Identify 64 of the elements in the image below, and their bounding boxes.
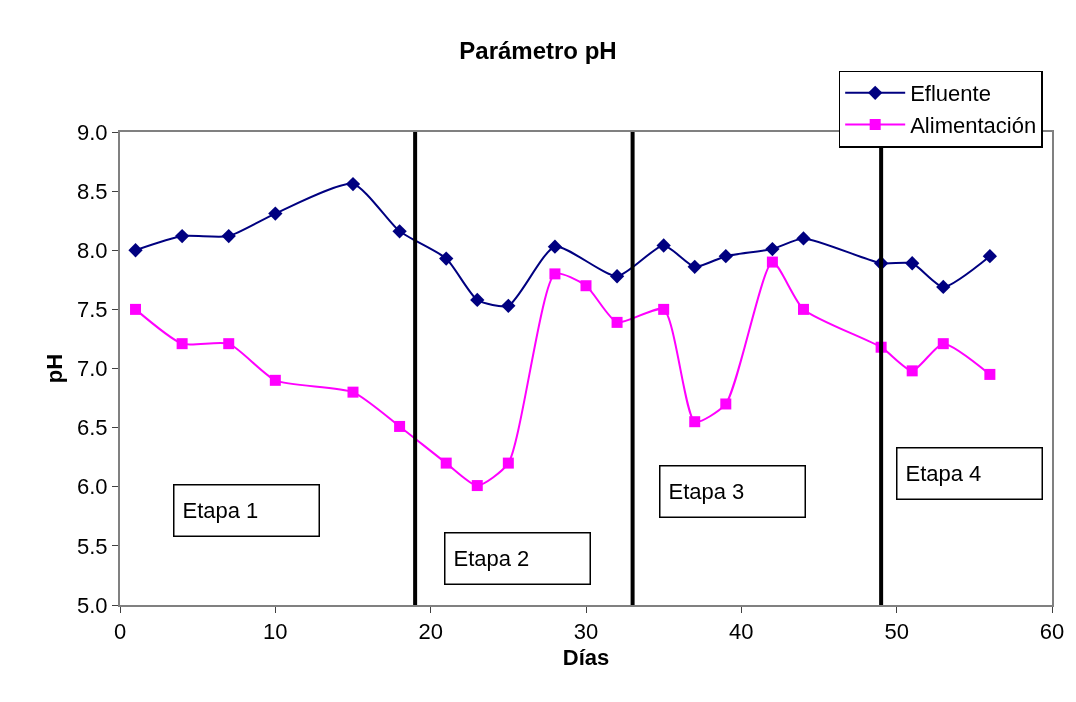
point <box>687 259 702 274</box>
y-tick-label: 5.0 <box>77 592 108 618</box>
point <box>547 239 563 254</box>
point <box>766 256 778 268</box>
point <box>689 416 701 428</box>
point <box>440 457 452 469</box>
x-tick-label: 50 <box>884 619 909 645</box>
point <box>906 365 918 377</box>
point <box>439 251 454 266</box>
point <box>611 316 623 328</box>
y-tick-label: 6.0 <box>77 474 108 500</box>
point <box>347 386 359 398</box>
x-tick-label: 30 <box>573 619 599 645</box>
point <box>796 231 811 246</box>
point <box>984 368 996 380</box>
point <box>470 292 485 308</box>
point <box>580 280 592 292</box>
point <box>128 243 143 258</box>
point <box>269 374 281 386</box>
point <box>718 249 733 264</box>
y-tick-label: 7.5 <box>77 297 108 323</box>
point <box>501 298 516 313</box>
y-axis-title: pH <box>42 353 68 384</box>
point <box>392 224 407 239</box>
y-tick-label: 7.0 <box>77 356 108 382</box>
point <box>268 206 283 221</box>
point <box>765 241 780 257</box>
point <box>609 269 625 284</box>
point <box>936 279 951 295</box>
point <box>221 228 236 244</box>
point <box>394 420 406 432</box>
point <box>982 249 998 264</box>
point <box>658 303 670 315</box>
y-tick-label: 8.0 <box>77 237 108 263</box>
point <box>174 228 190 244</box>
point <box>656 238 671 253</box>
point <box>345 176 361 192</box>
point <box>937 338 949 350</box>
y-tick-label: 8.5 <box>77 178 108 204</box>
x-tick-label: 10 <box>263 619 288 645</box>
point <box>176 338 188 350</box>
annotation: Etapa 3 <box>668 479 745 504</box>
point <box>905 256 920 271</box>
y-tick-label: 9.0 <box>77 119 108 145</box>
legend-label: Alimentación <box>910 112 1037 138</box>
chart-title: Parámetro pH <box>459 36 617 64</box>
annotation: Etapa 1 <box>182 498 259 523</box>
legend-label: Efluente <box>910 81 991 107</box>
y-tick-label: 6.5 <box>77 415 108 441</box>
x-axis-title: Días <box>562 644 610 670</box>
point <box>502 457 514 469</box>
point <box>130 303 142 315</box>
point <box>471 480 483 492</box>
x-tick-label: 40 <box>729 619 754 645</box>
x-tick-label: 20 <box>418 619 443 645</box>
x-tick-label: 60 <box>1039 619 1065 645</box>
annotation: Etapa 2 <box>453 546 530 571</box>
point <box>797 303 809 315</box>
y-tick-label: 5.5 <box>77 533 108 559</box>
point <box>549 268 561 280</box>
point <box>720 398 732 410</box>
x-tick-label: 0 <box>113 619 127 645</box>
point <box>223 338 235 350</box>
annotation: Etapa 4 <box>905 461 982 486</box>
